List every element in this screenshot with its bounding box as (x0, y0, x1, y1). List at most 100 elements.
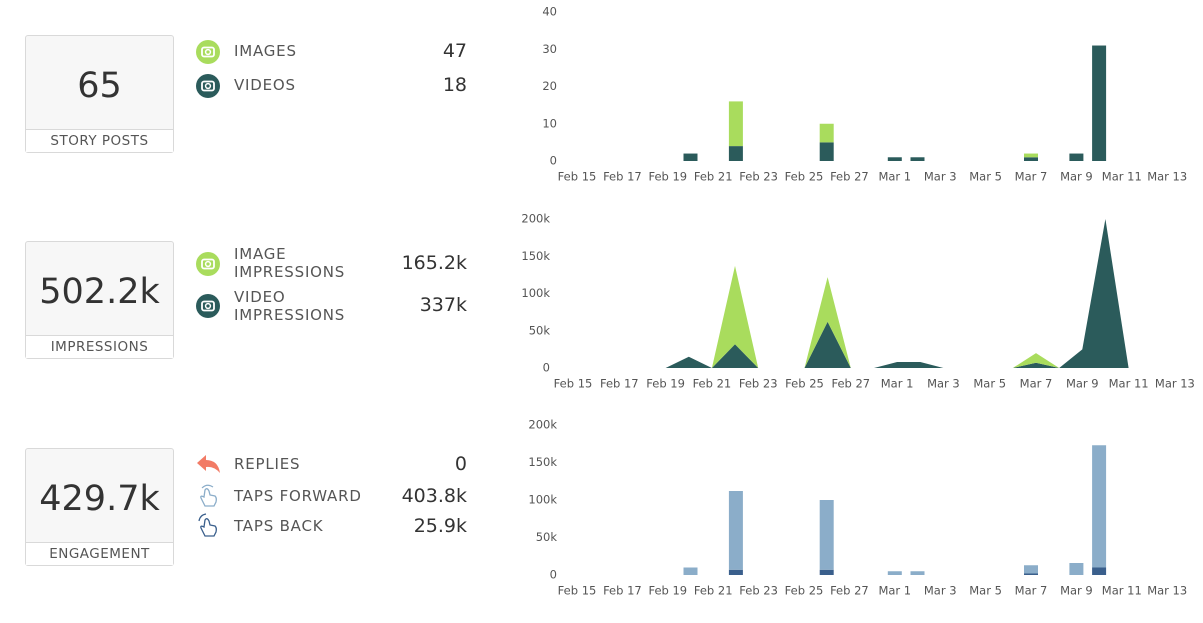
x-tick-label: Feb 23 (739, 170, 778, 184)
x-tick-label: Feb 15 (554, 377, 593, 391)
y-tick-label: 50k (529, 323, 551, 337)
x-tick-label: Feb 25 (785, 377, 824, 391)
bar (910, 571, 925, 575)
legend-icon-glyph (201, 258, 215, 270)
x-tick-label: Feb 21 (694, 170, 733, 184)
bar (1092, 445, 1107, 568)
x-tick-label: Feb 21 (694, 584, 733, 598)
bar (887, 157, 902, 161)
bar (819, 569, 834, 575)
x-tick-label: Mar 3 (924, 584, 957, 598)
legend-icon-glyph (204, 48, 212, 56)
bar (1024, 153, 1038, 158)
x-tick-label: Mar 5 (969, 170, 1002, 184)
bar (1024, 573, 1038, 575)
legend-value: 0 (454, 453, 467, 475)
legend-value: 165.2k (401, 252, 467, 274)
y-tick-label: 100k (528, 493, 557, 507)
bar (1024, 565, 1038, 574)
x-tick-label: Mar 1 (881, 377, 914, 391)
legend-value: 403.8k (401, 485, 467, 507)
bar (683, 567, 698, 575)
y-tick-label: 40 (542, 5, 557, 19)
x-tick-label: Feb 23 (739, 584, 778, 598)
y-tick-label: 200k (528, 418, 557, 432)
legend-label: VIDEO IMPRESSIONS (234, 288, 346, 324)
y-tick-label: 200k (521, 212, 550, 226)
x-tick-label: Feb 17 (603, 170, 642, 184)
bar (1092, 567, 1107, 575)
legend-label: TAPS FORWARD (234, 487, 362, 505)
legend-label: IMAGE IMPRESSIONS (234, 245, 346, 281)
x-tick-label: Feb 25 (785, 170, 824, 184)
legend-icon-glyph (204, 302, 212, 310)
x-tick-label: Mar 7 (1020, 377, 1053, 391)
x-tick-label: Mar 11 (1102, 170, 1142, 184)
x-tick-label: Mar 13 (1147, 170, 1187, 184)
kpi-label: IMPRESSIONS (26, 335, 173, 358)
y-tick-label: 100k (521, 286, 550, 300)
legend-label: REPLIES (234, 455, 301, 473)
x-tick-label: Feb 19 (648, 170, 687, 184)
bar (819, 500, 834, 570)
legend-label: IMAGES (234, 42, 297, 60)
x-tick-label: Mar 5 (969, 584, 1002, 598)
kpi-label: ENGAGEMENT (26, 542, 173, 565)
x-tick-label: Feb 27 (830, 170, 869, 184)
legend-icon (200, 518, 217, 537)
legend-icon-glyph (201, 80, 215, 92)
kpi-box: 429.7k ENGAGEMENT (25, 448, 174, 566)
y-tick-label: 10 (542, 116, 557, 130)
x-tick-label: Feb 15 (558, 170, 597, 184)
x-tick-label: Feb 25 (785, 584, 824, 598)
kpi-label: STORY POSTS (26, 129, 173, 152)
y-tick-label: 20 (542, 79, 557, 93)
legend-value: 18 (442, 74, 467, 96)
x-tick-label: Mar 9 (1060, 170, 1093, 184)
legend-icon-glyph (198, 513, 207, 522)
legend-label: VIDEOS (234, 76, 296, 94)
kpi-value: 429.7k (39, 479, 160, 519)
x-tick-label: Mar 7 (1015, 170, 1048, 184)
bar (728, 491, 743, 570)
bar (728, 101, 743, 147)
legend-icon (196, 294, 220, 318)
y-tick-label: 30 (542, 42, 557, 56)
legend-icon (196, 40, 220, 64)
legend-value: 47 (442, 40, 467, 62)
x-tick-label: Feb 27 (830, 584, 869, 598)
x-tick-label: Feb 15 (558, 584, 597, 598)
x-tick-label: Mar 7 (1015, 584, 1048, 598)
legend-label: TAPS BACK (234, 517, 324, 535)
legend-icon (196, 74, 220, 98)
bar (1024, 157, 1038, 161)
x-tick-label: Mar 1 (878, 170, 911, 184)
y-tick-label: 0 (543, 361, 550, 375)
bar (819, 123, 834, 143)
x-tick-label: Mar 3 (924, 170, 957, 184)
y-tick-label: 150k (528, 455, 557, 469)
bar (728, 569, 743, 575)
bar (728, 146, 743, 161)
x-tick-label: Mar 9 (1066, 377, 1099, 391)
legend-value: 25.9k (413, 515, 467, 537)
bar (1069, 153, 1084, 161)
area (573, 219, 1175, 368)
x-tick-label: Feb 23 (739, 377, 778, 391)
x-tick-label: Mar 11 (1109, 377, 1149, 391)
legend-icon-glyph (204, 260, 212, 268)
legend-icon (200, 488, 217, 507)
kpi-value: 65 (77, 66, 122, 106)
x-tick-label: Mar 1 (878, 584, 911, 598)
y-tick-label: 50k (536, 530, 558, 544)
kpi-box: 502.2k IMPRESSIONS (25, 241, 174, 359)
x-tick-label: Feb 17 (600, 377, 639, 391)
bar (1092, 45, 1107, 161)
legend-icon-glyph (201, 484, 214, 489)
legend-icon (196, 252, 220, 276)
x-tick-label: Mar 5 (973, 377, 1006, 391)
x-tick-label: Feb 17 (603, 584, 642, 598)
legend-icon-glyph (204, 82, 212, 90)
legend-icon-glyph (201, 300, 215, 312)
